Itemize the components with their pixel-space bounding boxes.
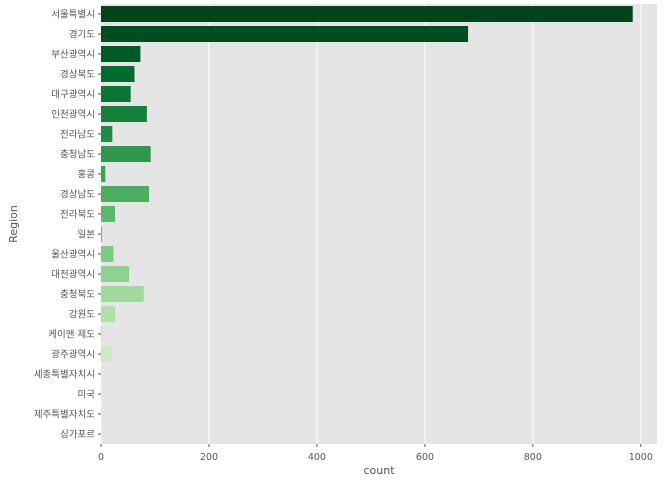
- y-tick-label: 서울특별시: [51, 10, 95, 21]
- bar: [101, 66, 135, 82]
- bar: [101, 106, 147, 122]
- bar: [101, 86, 131, 102]
- y-tick-label: 경상남도: [60, 189, 95, 201]
- y-tick-label: 광주광역시: [51, 349, 95, 361]
- y-tick-label: 울산광역시: [51, 249, 95, 261]
- y-tick-label: 인천광역시: [51, 109, 95, 121]
- bar: [101, 166, 106, 182]
- x-tick-label: 800: [524, 452, 542, 463]
- y-tick-label: 제주특별자치도: [34, 409, 95, 421]
- bar: [101, 6, 633, 22]
- bar: [101, 266, 130, 282]
- x-axis-title: count: [363, 464, 395, 477]
- y-tick-label: 대전광역시: [51, 269, 95, 281]
- x-tick-label: 0: [98, 452, 104, 463]
- x-tick-label: 200: [200, 452, 218, 463]
- bar: [101, 206, 116, 222]
- x-tick-labels: 0 200 400 600 800 1000: [98, 444, 653, 463]
- y-tick-label: 세종특별자치시: [34, 369, 95, 381]
- y-tick-label: 강원도: [69, 310, 95, 321]
- y-axis-title: Region: [7, 205, 20, 243]
- y-tick-label: 싱가포르: [60, 430, 95, 441]
- bar: [101, 366, 102, 382]
- bar: [101, 246, 114, 262]
- bar: [101, 46, 141, 62]
- bar: [101, 286, 144, 302]
- bar: [101, 126, 113, 142]
- y-tick-labels: 서울특별시경기도부산광역시경상북도대구광역시인천광역시전라남도충청남도홍콩경상남…: [34, 10, 101, 441]
- y-tick-label: 케이맨 제도: [48, 330, 95, 341]
- plot-background: [101, 4, 657, 444]
- bar: [101, 326, 103, 342]
- bar: [101, 226, 103, 242]
- bar: [101, 406, 102, 422]
- x-tick-label: 1000: [629, 452, 653, 463]
- y-tick-label: 전라남도: [60, 130, 95, 141]
- bar: [101, 386, 102, 402]
- bar: [101, 306, 116, 322]
- y-tick-label: 전라북도: [60, 210, 95, 221]
- y-tick-label: 경기도: [69, 29, 95, 41]
- y-tick-label: 부산광역시: [51, 49, 95, 61]
- bars: [101, 6, 633, 442]
- y-tick-label: 충청북도: [60, 290, 95, 301]
- x-tick-label: 400: [308, 452, 326, 463]
- y-tick-label: 충청남도: [60, 150, 95, 161]
- y-tick-label: 대구광역시: [51, 89, 95, 101]
- y-tick-label: 일본: [78, 230, 96, 241]
- x-tick-label: 600: [416, 452, 434, 463]
- bar: [101, 426, 102, 442]
- bar: [101, 26, 469, 42]
- y-tick-label: 경상북도: [60, 69, 95, 81]
- bar: [101, 346, 113, 362]
- y-tick-label: 미국: [78, 390, 96, 401]
- bar: [101, 146, 151, 162]
- y-tick-label: 홍콩: [78, 169, 96, 181]
- bar: [101, 186, 150, 202]
